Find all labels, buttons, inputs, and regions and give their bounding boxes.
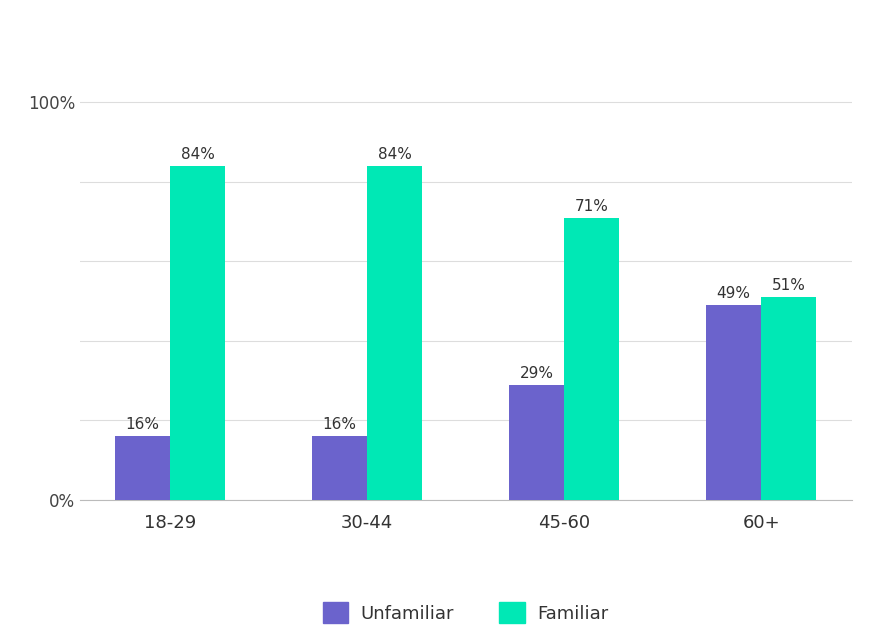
Text: 16%: 16% [125, 417, 159, 433]
Text: VPN familiarity by age group: VPN familiarity by age group [18, 20, 310, 38]
Bar [705, 305, 760, 500]
Text: 49%: 49% [716, 286, 750, 301]
Text: 71%: 71% [574, 199, 608, 213]
Bar [312, 437, 367, 500]
Bar [760, 297, 815, 500]
Text: 29%: 29% [519, 365, 553, 381]
Bar [115, 437, 170, 500]
Legend: Unfamiliar, Familiar: Unfamiliar, Familiar [315, 595, 615, 630]
Text: 84%: 84% [181, 147, 214, 162]
Bar [563, 218, 618, 500]
Text: 84%: 84% [377, 147, 411, 162]
Text: 16%: 16% [323, 417, 356, 433]
Bar [170, 166, 225, 500]
Bar [509, 385, 563, 500]
Bar [367, 166, 422, 500]
Text: 51%: 51% [771, 278, 804, 293]
